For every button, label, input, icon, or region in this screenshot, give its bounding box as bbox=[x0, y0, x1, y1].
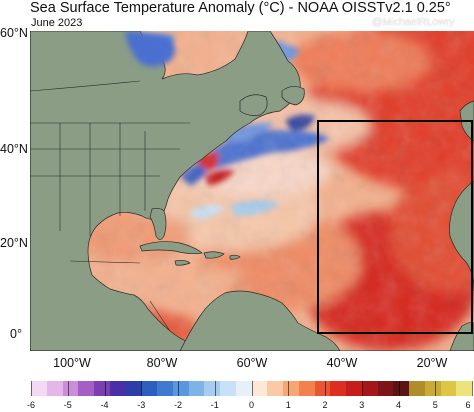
lon-label-80w: 80°W bbox=[146, 356, 178, 370]
colorbar-cell bbox=[94, 381, 110, 396]
colorbar-cell bbox=[314, 381, 331, 396]
colorbar-cell bbox=[267, 381, 283, 396]
lat-label-40n: 40°N bbox=[0, 142, 28, 156]
colorbar-cell bbox=[62, 381, 79, 396]
colorbar-cell bbox=[409, 381, 425, 396]
colorbar-cell bbox=[220, 381, 236, 396]
colorbar-cell bbox=[330, 381, 346, 396]
colorbar-label: 2 bbox=[322, 400, 328, 410]
colorbar-cell bbox=[46, 381, 63, 396]
political-borders bbox=[30, 80, 190, 332]
map-canvas bbox=[30, 31, 474, 351]
colorbar-cell bbox=[456, 381, 472, 396]
lon-label-100w: 100°W bbox=[53, 356, 91, 370]
colorbar-tick bbox=[288, 381, 290, 396]
land-masses bbox=[30, 31, 474, 351]
colorbar-cell bbox=[440, 381, 457, 396]
colorbar-cell bbox=[361, 381, 378, 396]
lon-label-20w: 20°W bbox=[416, 356, 448, 370]
colorbar-cell bbox=[157, 381, 173, 396]
colorbar-tick bbox=[472, 381, 473, 396]
colorbar-cell bbox=[424, 381, 441, 396]
colorbar-cell bbox=[251, 381, 268, 396]
lat-label-0: 0° bbox=[10, 327, 22, 341]
highlight-box bbox=[317, 120, 473, 334]
colorbar-cell bbox=[109, 381, 126, 396]
colorbar-tick bbox=[141, 381, 143, 396]
colorbar-tick bbox=[251, 381, 253, 396]
colorbar-label: 1 bbox=[285, 400, 291, 410]
colorbar-cell bbox=[172, 381, 189, 396]
colorbar-label: -5 bbox=[63, 400, 72, 410]
sst-anomaly-map bbox=[30, 31, 474, 351]
hudson-bay bbox=[125, 31, 175, 67]
colorbar-label: -6 bbox=[26, 400, 36, 410]
map-subtitle: June 2023 bbox=[31, 17, 83, 29]
colorbar-tick bbox=[67, 381, 69, 396]
colorbar-label: 3 bbox=[359, 400, 365, 410]
colorbar-tick bbox=[31, 381, 32, 396]
colorbar-label: 5 bbox=[432, 400, 438, 410]
colorbar-label: 4 bbox=[395, 400, 402, 410]
colorbar-cell bbox=[235, 381, 252, 396]
colorbar-cell bbox=[346, 381, 362, 396]
colorbar-label: 6 bbox=[465, 400, 471, 410]
colorbar-tick bbox=[325, 381, 326, 396]
credit-watermark: @MichaelRLowry bbox=[372, 16, 455, 28]
colorbar-tick bbox=[178, 381, 179, 396]
colorbar-cell bbox=[78, 381, 94, 396]
colorbar-cell bbox=[393, 381, 409, 396]
colorbar-label: -1 bbox=[210, 400, 219, 410]
lon-label-40w: 40°W bbox=[326, 356, 358, 370]
colorbar-label: -4 bbox=[100, 400, 109, 410]
colorbar-cell bbox=[204, 381, 220, 396]
colorbar-tick bbox=[361, 381, 363, 396]
lat-label-60n: 60°N bbox=[0, 26, 28, 40]
colorbar-tick bbox=[398, 381, 400, 396]
colorbar-tick bbox=[104, 381, 106, 396]
colorbar-cell bbox=[141, 381, 157, 396]
colorbar-cell bbox=[283, 381, 299, 396]
colorbar-cell bbox=[31, 381, 47, 396]
lat-label-20n: 20°N bbox=[0, 236, 28, 250]
lon-label-60w: 60°W bbox=[236, 356, 268, 370]
colorbar-cell bbox=[298, 381, 315, 396]
colorbar-label: 0 bbox=[248, 400, 255, 410]
colorbar bbox=[31, 381, 473, 396]
colorbar-cell bbox=[125, 381, 142, 396]
colorbar-cell bbox=[188, 381, 205, 396]
colorbar-label: -3 bbox=[137, 400, 146, 410]
colorbar-tick bbox=[214, 381, 216, 396]
colorbar-label: -2 bbox=[173, 400, 183, 410]
colorbar-cell bbox=[377, 381, 394, 396]
map-title: Sea Surface Temperature Anomaly (°C) - N… bbox=[30, 0, 451, 16]
colorbar-tick bbox=[435, 381, 437, 396]
